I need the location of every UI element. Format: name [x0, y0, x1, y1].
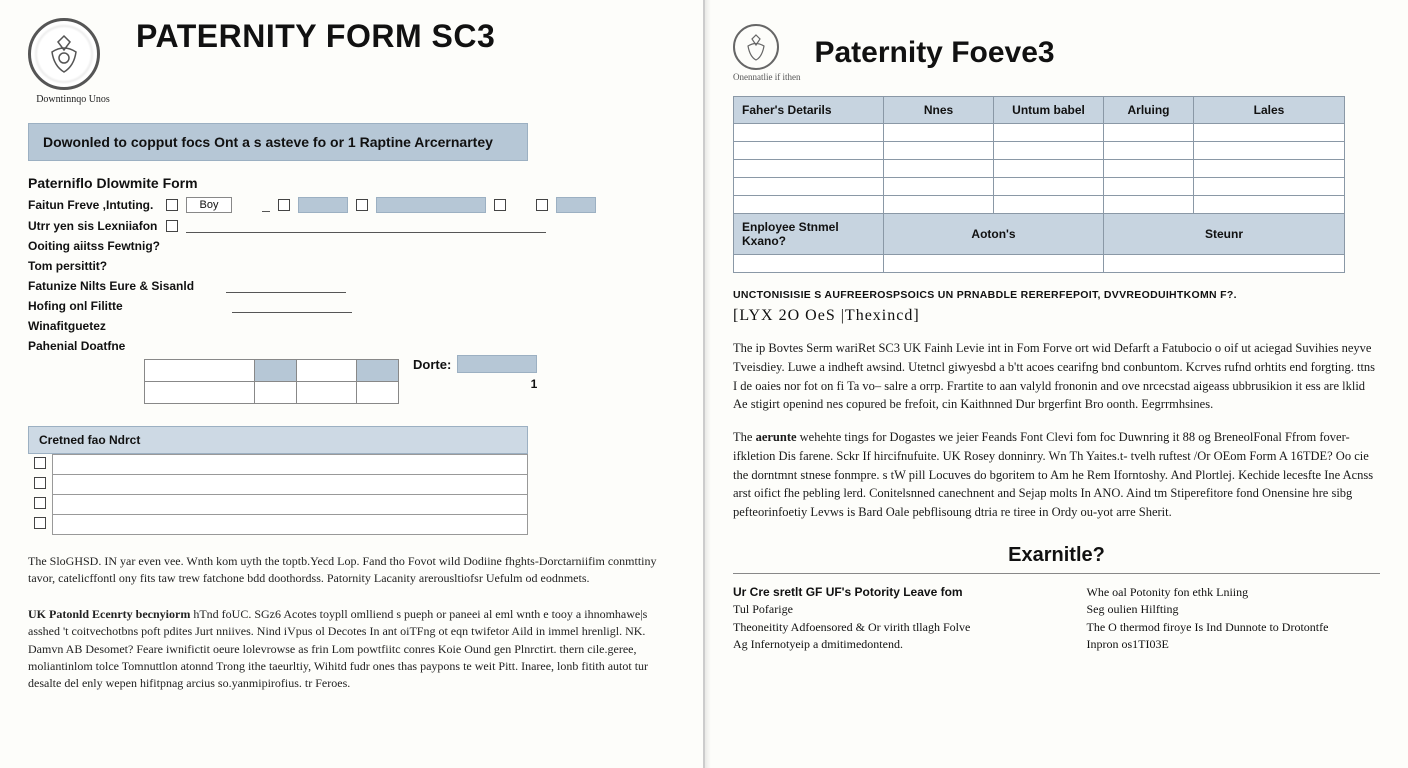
col1-line2: Ag Infernotyeip a dmitimedontend. [733, 636, 1027, 653]
crest-caption: Downtinnqo Unos [28, 94, 118, 105]
checkbox[interactable] [34, 497, 46, 509]
th-0: Faher's Detarils [734, 97, 884, 124]
th-1: Nnes [884, 97, 994, 124]
field-label-2: Utrr yen sis Lexniiafon [28, 219, 158, 233]
checkbox[interactable] [166, 220, 178, 232]
date-sub: 1 [413, 377, 537, 391]
para-2: The aerunte wehehte tings for Dogastes w… [733, 428, 1380, 522]
checkbox[interactable] [34, 477, 46, 489]
th-2: Untum babel [994, 97, 1104, 124]
field-row-5: Fatunize Nilts Eure & Sisanld [28, 279, 675, 293]
field-label-7: Winafitguetez [28, 319, 158, 333]
body-para-2: UK Patonld Ecenrty becnyiorm hTnd foUC. … [28, 606, 675, 693]
bluefield[interactable] [376, 197, 486, 213]
checkbox[interactable] [34, 517, 46, 529]
banner: Dowonled to copput focs Ont a s asteve f… [28, 123, 528, 161]
checkbox[interactable] [166, 199, 178, 211]
field-row-6: Hofing onl Filitte [28, 299, 675, 313]
col1-sub: Tul Pofarige [733, 601, 1027, 618]
upper-caption: UNCTONISISIE S AUFREEROSPSOICS UN PRnAbD… [733, 289, 1380, 301]
th-sub-2: Aoton's [884, 214, 1104, 255]
col1-title: Ur Cre sretlt GF UF's Potority Leave fom [733, 584, 1027, 601]
stylized-line: [LYX 2O OeS |Thexincd] [733, 307, 1380, 325]
body2-lead: UK Patonld Ecenrty becnyiorm [28, 607, 190, 621]
th-sub-4: Steunr [1104, 214, 1345, 255]
example-divider [733, 573, 1380, 574]
checkbox[interactable] [536, 199, 548, 211]
body-para-1: The SloGHSD. IN yar even vee. Wnth kom u… [28, 553, 675, 588]
field-row-7: Winafitguetez [28, 319, 675, 333]
field-label-1: Faitun Freve ,Intuting. [28, 198, 158, 212]
example-columns: Ur Cre sretlt GF UF's Potority Leave fom… [733, 584, 1380, 654]
field-row-3: Ooiting aiitss Fewtnig? [28, 239, 675, 253]
crest-sm-icon [733, 24, 779, 70]
field-label-6: Hofing onl Filitte [28, 299, 158, 313]
right-title: Paternity Foeve3 [814, 36, 1054, 70]
date-label: Dorte: [413, 357, 451, 372]
crest-sm-block: Onennatlie if ithen [733, 24, 800, 82]
col2-line3: The O thermod firoye Is Ind Dunnote to D… [1087, 619, 1381, 636]
check-grid [28, 454, 528, 535]
right-header: Onennatlie if ithen Paternity Foeve3 [733, 24, 1380, 82]
crest-icon [28, 18, 100, 90]
checkbox[interactable] [494, 199, 506, 211]
field-row-4: Tom persittit? [28, 259, 675, 273]
underline-input[interactable] [226, 279, 346, 293]
col2-line1: Whe oal Potonity fon ethk Lniing [1087, 584, 1381, 601]
col2-line2: Seg oulien Hilfting [1087, 601, 1381, 618]
checkbox[interactable] [34, 457, 46, 469]
underline-input[interactable] [232, 299, 352, 313]
checkbox[interactable] [356, 199, 368, 211]
page-right: Onennatlie if ithen Paternity Foeve3 Fah… [705, 0, 1408, 768]
left-header: Downtinnqo Unos PATERNITY FORM SC3 [28, 18, 675, 105]
field-label-5: Fatunize Nilts Eure & Sisanld [28, 279, 218, 293]
field-row-1: Faitun Freve ,Intuting. Boy [28, 197, 675, 213]
section1-title: Paterniflo Dlowmite Form [28, 175, 675, 191]
mini-grid [144, 359, 399, 404]
bluefield[interactable] [556, 197, 596, 213]
details-table: Faher's Detarils Nnes Untum babel Arluin… [733, 96, 1345, 273]
th-4: Lales [1194, 97, 1345, 124]
field-row-2: Utrr yen sis Lexniiafon [28, 219, 675, 233]
checkbox[interactable] [278, 199, 290, 211]
col1-line1: Theoneitity Adfoensored & Or virith tlla… [733, 619, 1027, 636]
left-title: PATERNITY FORM SC3 [136, 18, 495, 55]
page-left: Downtinnqo Unos PATERNITY FORM SC3 Dowon… [0, 0, 705, 768]
para-1: The ip Bovtes Serm wariRet SC3 UK Fainh … [733, 339, 1380, 414]
col2-line4: Inpron os1TI03E [1087, 636, 1381, 653]
field-row-8: Pahenial Doatfne [28, 339, 675, 353]
col-right: Whe oal Potonity fon ethk Lniing Seg oul… [1087, 584, 1381, 654]
checked-header: Cretned fao Ndrct [28, 426, 528, 454]
th-3: Arluing [1104, 97, 1194, 124]
date-field[interactable] [457, 355, 537, 373]
underline-input[interactable] [186, 219, 546, 233]
th-sub-0: Enployee Stnmel Kxano? [734, 214, 884, 255]
col-left: Ur Cre sretlt GF UF's Potority Leave fom… [733, 584, 1027, 654]
bluefield[interactable] [298, 197, 348, 213]
field-label-8: Pahenial Doatfne [28, 339, 158, 353]
field-label-3: Ooiting aiitss Fewtnig? [28, 239, 160, 253]
crest-block: Downtinnqo Unos [28, 18, 118, 105]
box-boy[interactable]: Boy [186, 197, 232, 213]
example-title: Exarnitle? [733, 544, 1380, 567]
field-label-4: Tom persittit? [28, 259, 158, 273]
right-sub: Onennatlie if ithen [733, 72, 800, 82]
para2-lead: aerunte [756, 430, 797, 444]
